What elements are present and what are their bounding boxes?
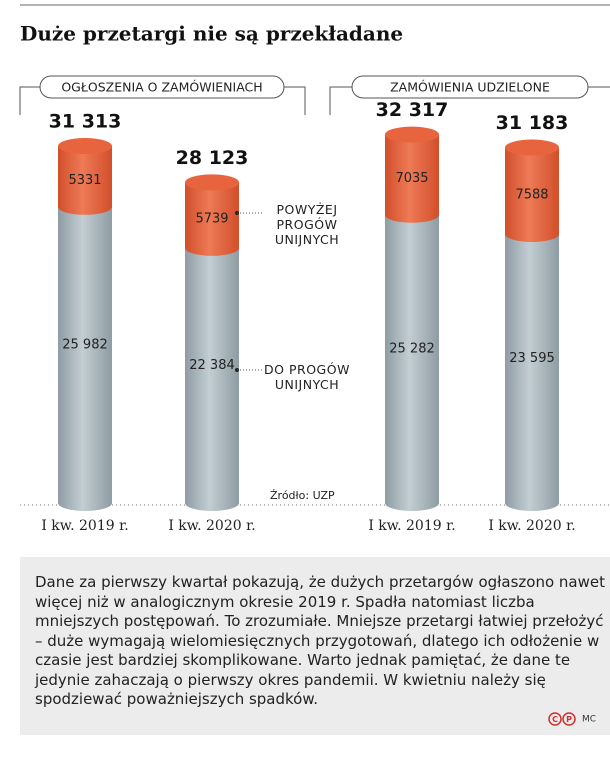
x-tick-label: I kw. 2019 r. bbox=[41, 518, 128, 534]
bar-segment bbox=[505, 234, 559, 511]
credit-icon bbox=[562, 712, 576, 726]
value-label: 25 982 bbox=[62, 337, 108, 352]
bar-segment bbox=[58, 206, 112, 511]
bar-segment bbox=[385, 214, 439, 511]
x-tick-label: I kw. 2019 r. bbox=[368, 518, 455, 534]
value-label: 23 595 bbox=[509, 351, 555, 366]
body-text: Dane za pierwszy kwartał pokazują, że du… bbox=[35, 573, 605, 708]
bar-cap bbox=[185, 174, 239, 191]
source: Źródło: UZP bbox=[270, 489, 335, 502]
bar-segment bbox=[58, 146, 112, 215]
x-tick-label: I kw. 2020 r. bbox=[488, 518, 575, 534]
value-label: 25 282 bbox=[389, 341, 435, 356]
x-tick-label: I kw. 2020 r. bbox=[168, 518, 255, 534]
total-label: 31 183 bbox=[496, 112, 569, 134]
group-label: ZAMÓWIENIA UDZIELONE bbox=[390, 80, 550, 95]
bar-segment bbox=[385, 134, 439, 223]
group-box bbox=[39, 75, 285, 99]
legend-label: DO PROGÓW UNIJNYCH bbox=[264, 362, 350, 392]
credit-icon-label: P bbox=[566, 715, 572, 724]
value-label: 5331 bbox=[68, 173, 101, 188]
total-label: 28 123 bbox=[176, 147, 249, 169]
credits: C P MC bbox=[548, 712, 596, 726]
group-box bbox=[351, 75, 589, 99]
value-label: 22 384 bbox=[189, 358, 235, 373]
bar-cap bbox=[505, 139, 559, 156]
bar-segment bbox=[185, 247, 239, 511]
chart-title: Duże przetargi nie są przekładane bbox=[20, 22, 403, 46]
value-label: 5739 bbox=[195, 212, 228, 227]
total-label: 31 313 bbox=[49, 111, 122, 133]
bar-segment bbox=[505, 147, 559, 243]
value-label: 7035 bbox=[395, 171, 428, 186]
legend-label: POWYŻEJ PROGÓW UNIJNYCH bbox=[274, 202, 340, 247]
credit-icon-label: C bbox=[552, 715, 558, 724]
credit: MC bbox=[582, 715, 596, 725]
value-label: 7588 bbox=[515, 187, 548, 202]
credit-icon bbox=[548, 712, 562, 726]
bar-cap bbox=[385, 126, 439, 143]
bar-cap bbox=[58, 138, 112, 155]
total-label: 32 317 bbox=[376, 99, 449, 121]
group-label: OGŁOSZENIA O ZAMÓWIENIACH bbox=[61, 80, 262, 95]
text-box: Dane za pierwszy kwartał pokazują, że du… bbox=[20, 557, 610, 735]
chart: Duże przetargi nie są przekładane OGŁOSZ… bbox=[19, 4, 610, 534]
bar-segment bbox=[185, 182, 239, 256]
